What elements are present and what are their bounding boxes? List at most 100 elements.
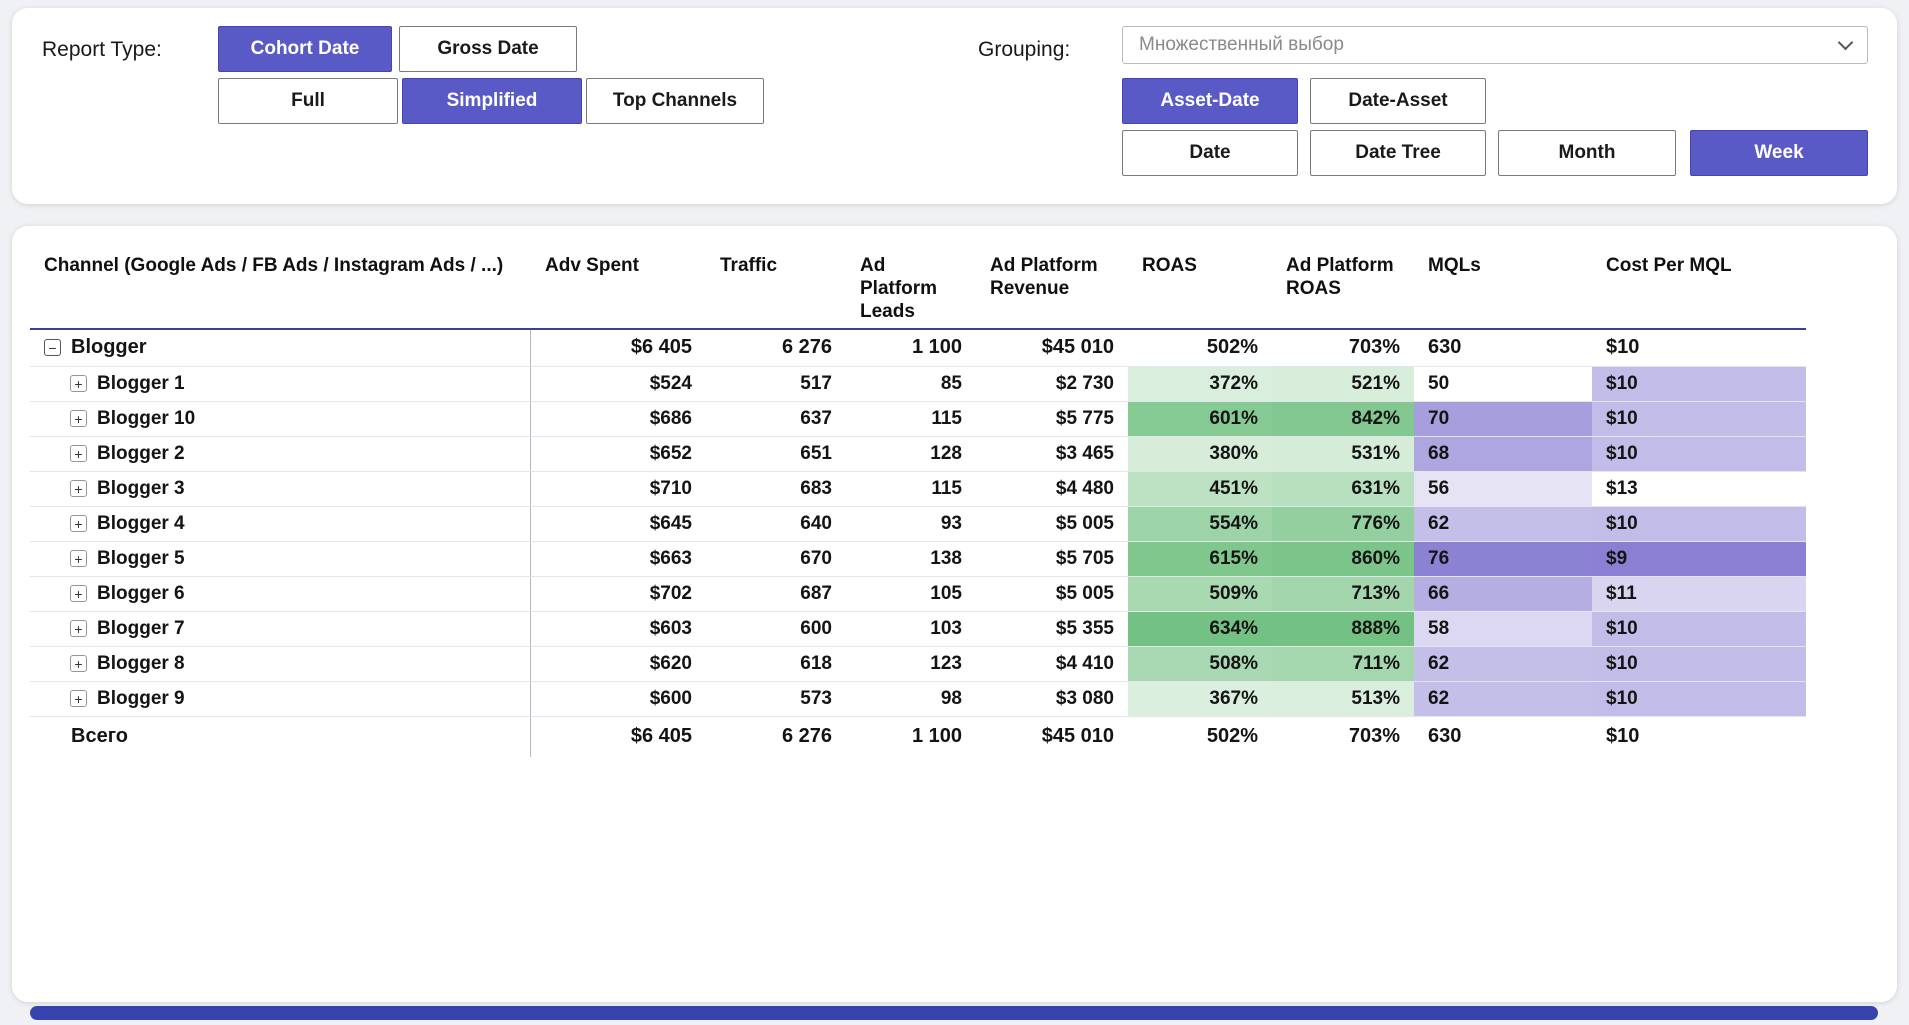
column-header-mqls[interactable]: MQLs [1428,255,1481,276]
cell-traffic: 670 [800,547,832,569]
month-button[interactable]: Month [1498,130,1676,176]
expand-icon[interactable]: + [70,620,87,638]
cell-mqls: 62 [1414,646,1592,681]
cell-revenue: $45 010 [1041,336,1114,359]
grouping-dropdown[interactable]: Множественный выбор [1122,26,1868,64]
row-label: Blogger [71,336,147,359]
cell-mqls: 630 [1428,725,1462,748]
row-label: Blogger 9 [97,687,185,709]
cell-traffic: 683 [800,477,832,499]
date-button[interactable]: Date [1122,130,1298,176]
filters-panel: Report Type: Cohort Date Gross Date Full… [12,8,1897,204]
expand-icon[interactable]: + [70,410,87,428]
cell-traffic: 687 [800,582,832,604]
cell-roas: 380% [1128,436,1272,471]
table-row: + Blogger 6 $702 687 105 $5 005 509% 713% 66 $11 [30,576,1806,612]
row-label: Blogger 2 [97,442,185,464]
date-tree-button[interactable]: Date Tree [1310,130,1486,176]
grouping-label: Grouping: [978,38,1071,61]
cell-revenue: $5 775 [1055,407,1114,429]
table-row: + Blogger 4 $645 640 93 $5 005 554% 776% 62 $10 [30,506,1806,542]
row-label: Blogger 5 [97,547,185,569]
table-row-parent: − Blogger $6 405 6 276 1 100 $45 010 502% 703% 6… [30,329,1806,367]
asset-date-button[interactable]: Asset-Date [1122,78,1298,124]
table-row: + Blogger 2 $652 651 128 $3 465 380% 531% 68 $10 [30,436,1806,472]
column-header-cost-per-mql[interactable]: Cost Per MQL [1606,255,1732,276]
cell-traffic: 618 [800,652,832,674]
expand-icon[interactable]: + [70,655,87,673]
cell-mqls: 66 [1414,576,1592,611]
cell-leads: 1 100 [911,336,962,359]
table-row: + Blogger 10 $686 637 115 $5 775 601% 842% 70 $10 [30,401,1806,437]
matrix-table: Channel (Google Ads / FB Ads / Instagram… [30,250,1806,757]
channel-cell: + Blogger 6 [30,576,531,611]
cell-ad-roas: 842% [1272,401,1414,436]
cell-leads: 115 [931,407,962,429]
expand-icon[interactable]: + [70,585,87,603]
channel-cell: − Blogger [30,329,531,366]
expand-icon[interactable]: + [70,515,87,533]
collapse-icon[interactable]: − [44,339,61,357]
row-label: Blogger 10 [97,407,196,429]
cell-ad-roas: 888% [1272,611,1414,646]
cell-traffic: 640 [800,512,832,534]
cell-ad-roas: 713% [1272,576,1414,611]
cell-adv-spent: $620 [649,652,692,674]
cell-adv-spent: $645 [649,512,692,534]
column-header-channel[interactable]: Channel (Google Ads / FB Ads / Instagram… [44,255,504,276]
cell-roas: 615% [1128,541,1272,576]
column-header-ad-platform-leads[interactable]: Ad Platform Leads [860,255,938,323]
cell-leads: 103 [930,617,962,639]
channel-cell: + Blogger 1 [30,366,531,401]
cell-adv-spent: $710 [649,477,692,499]
cell-revenue: $5 005 [1055,582,1114,604]
cell-mqls: 68 [1414,436,1592,471]
report-type-label: Report Type: [42,38,162,61]
expand-icon[interactable]: + [70,445,87,463]
expand-icon[interactable]: + [70,375,87,393]
column-header-roas[interactable]: ROAS [1142,255,1197,276]
cell-revenue: $5 705 [1055,547,1114,569]
cell-ad-roas: 531% [1272,436,1414,471]
channel-cell: + Blogger 10 [30,401,531,436]
cell-traffic: 573 [800,687,832,709]
cell-revenue: $4 480 [1055,477,1114,499]
gross-date-button[interactable]: Gross Date [399,26,577,72]
cell-adv-spent: $686 [649,407,692,429]
table-body: − Blogger $6 405 6 276 1 100 $45 010 502% 703% 6… [30,329,1806,757]
cell-roas: 502% [1206,725,1258,748]
cell-adv-spent: $524 [649,372,692,394]
week-button[interactable]: Week [1690,130,1868,176]
cell-mqls: 630 [1428,336,1462,359]
expand-icon[interactable]: + [70,690,87,708]
cell-roas: 372% [1128,366,1272,401]
cell-leads: 93 [940,512,962,534]
top-channels-button[interactable]: Top Channels [586,78,764,124]
column-header-traffic[interactable]: Traffic [720,255,778,276]
expand-icon[interactable]: + [70,480,87,498]
cell-cpm: $13 [1592,471,1806,506]
simplified-button[interactable]: Simplified [402,78,582,124]
cell-leads: 1 100 [911,725,962,748]
column-header-adv-spent[interactable]: Adv Spent [545,255,639,276]
cell-roas: 601% [1128,401,1272,436]
cell-leads: 105 [930,582,962,604]
column-header-ad-platform-roas[interactable]: Ad Platform ROAS [1286,255,1394,300]
cell-ad-roas: 776% [1272,506,1414,541]
cohort-date-button[interactable]: Cohort Date [218,26,392,72]
column-header-ad-platform-revenue[interactable]: Ad Platform Revenue [990,255,1098,300]
cell-leads: 115 [931,477,962,499]
cell-cpm: $10 [1592,611,1806,646]
table-row: + Blogger 7 $603 600 103 $5 355 634% 888% 58 $10 [30,611,1806,647]
cell-roas: 509% [1128,576,1272,611]
channel-cell: + Blogger 5 [30,541,531,576]
cell-mqls: 58 [1414,611,1592,646]
channel-cell: Всего [30,716,531,757]
date-asset-button[interactable]: Date-Asset [1310,78,1486,124]
expand-icon[interactable]: + [70,550,87,568]
cell-roas: 451% [1128,471,1272,506]
table-row: + Blogger 5 $663 670 138 $5 705 615% 860% 76 $9 [30,541,1806,577]
full-button[interactable]: Full [218,78,398,124]
cell-cpm: $10 [1606,725,1640,748]
cell-mqls: 50 [1414,366,1592,401]
